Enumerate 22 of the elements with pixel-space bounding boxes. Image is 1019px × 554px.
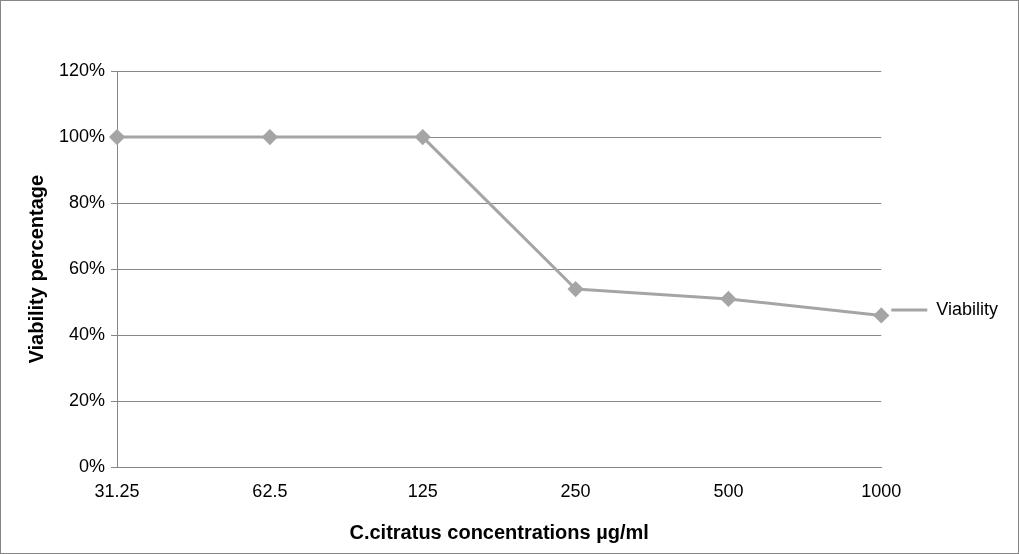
y-tick-label: 80% [69,192,106,213]
legend-label: Viability [936,298,998,319]
y-tick-label: 100% [58,126,106,147]
x-axis-title: C.citratus concentrations µg/ml [349,520,649,543]
x-tick-label: 1000 [861,481,902,502]
point [873,307,889,323]
y-tick-label: 120% [58,59,106,80]
x-tick-label: 250 [560,481,591,502]
y-tick-label: 40% [69,324,106,345]
point [568,281,584,297]
point [262,129,278,145]
y-axis-title: Viability percentage [24,174,47,364]
y-tick-label: 0% [79,456,106,477]
y-tick-label: 20% [69,390,106,411]
point [720,291,736,307]
x-tick-label: 125 [407,481,438,502]
x-tick-label: 500 [713,481,744,502]
x-tick-label: 62.5 [252,481,288,502]
point [109,129,125,145]
point [415,129,431,145]
x-tick-label: 31.25 [94,481,140,502]
y-tick-label: 60% [69,258,106,279]
